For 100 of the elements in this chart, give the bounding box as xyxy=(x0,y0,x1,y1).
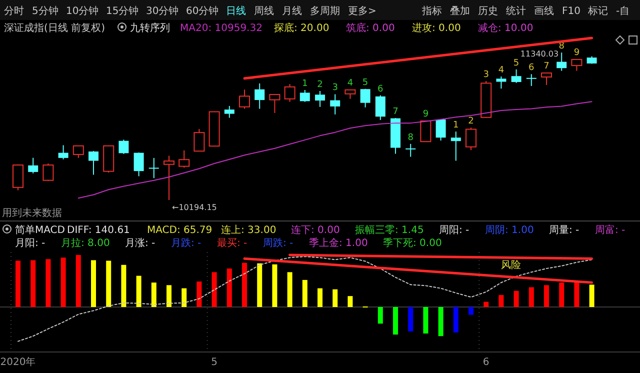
text: F10 xyxy=(562,6,580,17)
text: 日线 xyxy=(226,5,246,17)
text: ←10194.15 xyxy=(172,203,217,212)
text: MACD: 65.79 xyxy=(147,225,212,236)
bar xyxy=(348,296,353,307)
candlestick xyxy=(526,74,536,86)
bar xyxy=(121,264,126,307)
bar xyxy=(151,282,156,307)
bar xyxy=(242,262,247,307)
text: 画线 xyxy=(534,5,554,17)
bar xyxy=(302,280,308,307)
text: 2 xyxy=(317,80,323,90)
candlestick xyxy=(58,144,68,160)
candlestick xyxy=(42,162,54,182)
candlestick xyxy=(541,72,552,86)
bar xyxy=(514,290,519,307)
text: 周阴: 1.00 xyxy=(485,225,534,236)
text: 连下: 0.00 xyxy=(291,224,340,236)
text: 季上金: 1.00 xyxy=(309,237,368,249)
text: 月阳: - xyxy=(15,238,46,249)
candlestick xyxy=(556,52,567,72)
text: 10分钟 xyxy=(66,5,99,17)
bar xyxy=(318,288,322,307)
text: 4 xyxy=(498,65,504,76)
text: 周量: - xyxy=(549,225,580,236)
text: 6 xyxy=(378,84,384,94)
text: 60分钟 xyxy=(186,5,219,17)
candlestick xyxy=(164,155,174,200)
candlestick xyxy=(315,90,325,108)
candlestick xyxy=(450,131,461,162)
text: 3 xyxy=(483,70,489,80)
text: 用到未来数据 xyxy=(2,207,62,219)
bar xyxy=(484,302,489,307)
text: 减仓: 10.00 xyxy=(478,22,534,34)
text: 7 xyxy=(392,107,398,118)
bar xyxy=(287,272,292,307)
text: 最买: - xyxy=(217,238,248,249)
text: 分时 xyxy=(4,5,24,17)
candlestick xyxy=(344,89,356,100)
bar xyxy=(166,285,172,307)
bar xyxy=(498,295,504,307)
candlestick xyxy=(330,94,340,115)
bar xyxy=(453,307,458,332)
x-tick-label: 6 xyxy=(482,357,490,368)
text: 周阳: - xyxy=(439,225,470,236)
chart-title: 深证成指(日线 前复权) xyxy=(4,22,106,34)
bar xyxy=(272,264,278,307)
text: 标记 xyxy=(587,5,608,17)
text: 历史 xyxy=(478,5,498,17)
text: 2 xyxy=(468,116,474,127)
text: 5分钟 xyxy=(32,5,58,17)
candlestick xyxy=(511,68,522,84)
candlestick xyxy=(72,145,84,158)
candlestick xyxy=(420,120,432,142)
text: 连上: 33.00 xyxy=(221,224,276,236)
bar xyxy=(574,282,580,307)
candlestick xyxy=(496,76,506,90)
text: 进攻: 0.00 xyxy=(412,22,461,34)
x-tick-label: 5 xyxy=(211,357,218,368)
text: 指标 xyxy=(421,5,442,17)
candlestick xyxy=(436,118,446,142)
text: 多周期 xyxy=(310,5,340,17)
bar xyxy=(212,272,217,307)
text: -自 xyxy=(616,5,630,17)
text: 1 xyxy=(302,78,308,89)
text: MA20: 10959.32 xyxy=(180,23,262,34)
candlestick xyxy=(571,58,582,72)
text: 7 xyxy=(544,62,550,72)
bar xyxy=(226,268,232,307)
text: 统计 xyxy=(506,5,526,17)
bar xyxy=(257,263,262,307)
text: 月涨: - xyxy=(125,237,156,249)
bar xyxy=(528,287,534,307)
bar xyxy=(91,260,96,307)
text: 筑底: 0.00 xyxy=(346,22,395,34)
candlestick xyxy=(254,82,265,110)
bar xyxy=(182,288,187,307)
text: 9 xyxy=(422,110,429,120)
text: 月跌: - xyxy=(171,237,202,249)
text: 3 xyxy=(332,83,338,94)
candlestick xyxy=(12,164,24,191)
candlestick xyxy=(178,150,190,168)
bar xyxy=(589,284,594,307)
candlestick xyxy=(239,89,250,110)
text: 简单MACD xyxy=(15,224,66,236)
candlestick xyxy=(224,105,234,118)
candlestick xyxy=(300,89,310,102)
text: 周富: - xyxy=(595,224,626,236)
bar xyxy=(393,307,398,335)
bar xyxy=(60,258,66,307)
candlestick xyxy=(194,128,205,152)
bar xyxy=(76,255,81,307)
bar xyxy=(30,260,36,307)
text: 九转序列 xyxy=(130,22,170,34)
text: 振幅三零: 1.45 xyxy=(355,224,424,236)
x-tick-label: 2020年 xyxy=(0,356,36,368)
text: 季下死: 0.00 xyxy=(383,237,442,249)
text: 探底: 20.00 xyxy=(274,22,330,34)
candlestick xyxy=(134,152,144,177)
bar xyxy=(544,285,549,307)
